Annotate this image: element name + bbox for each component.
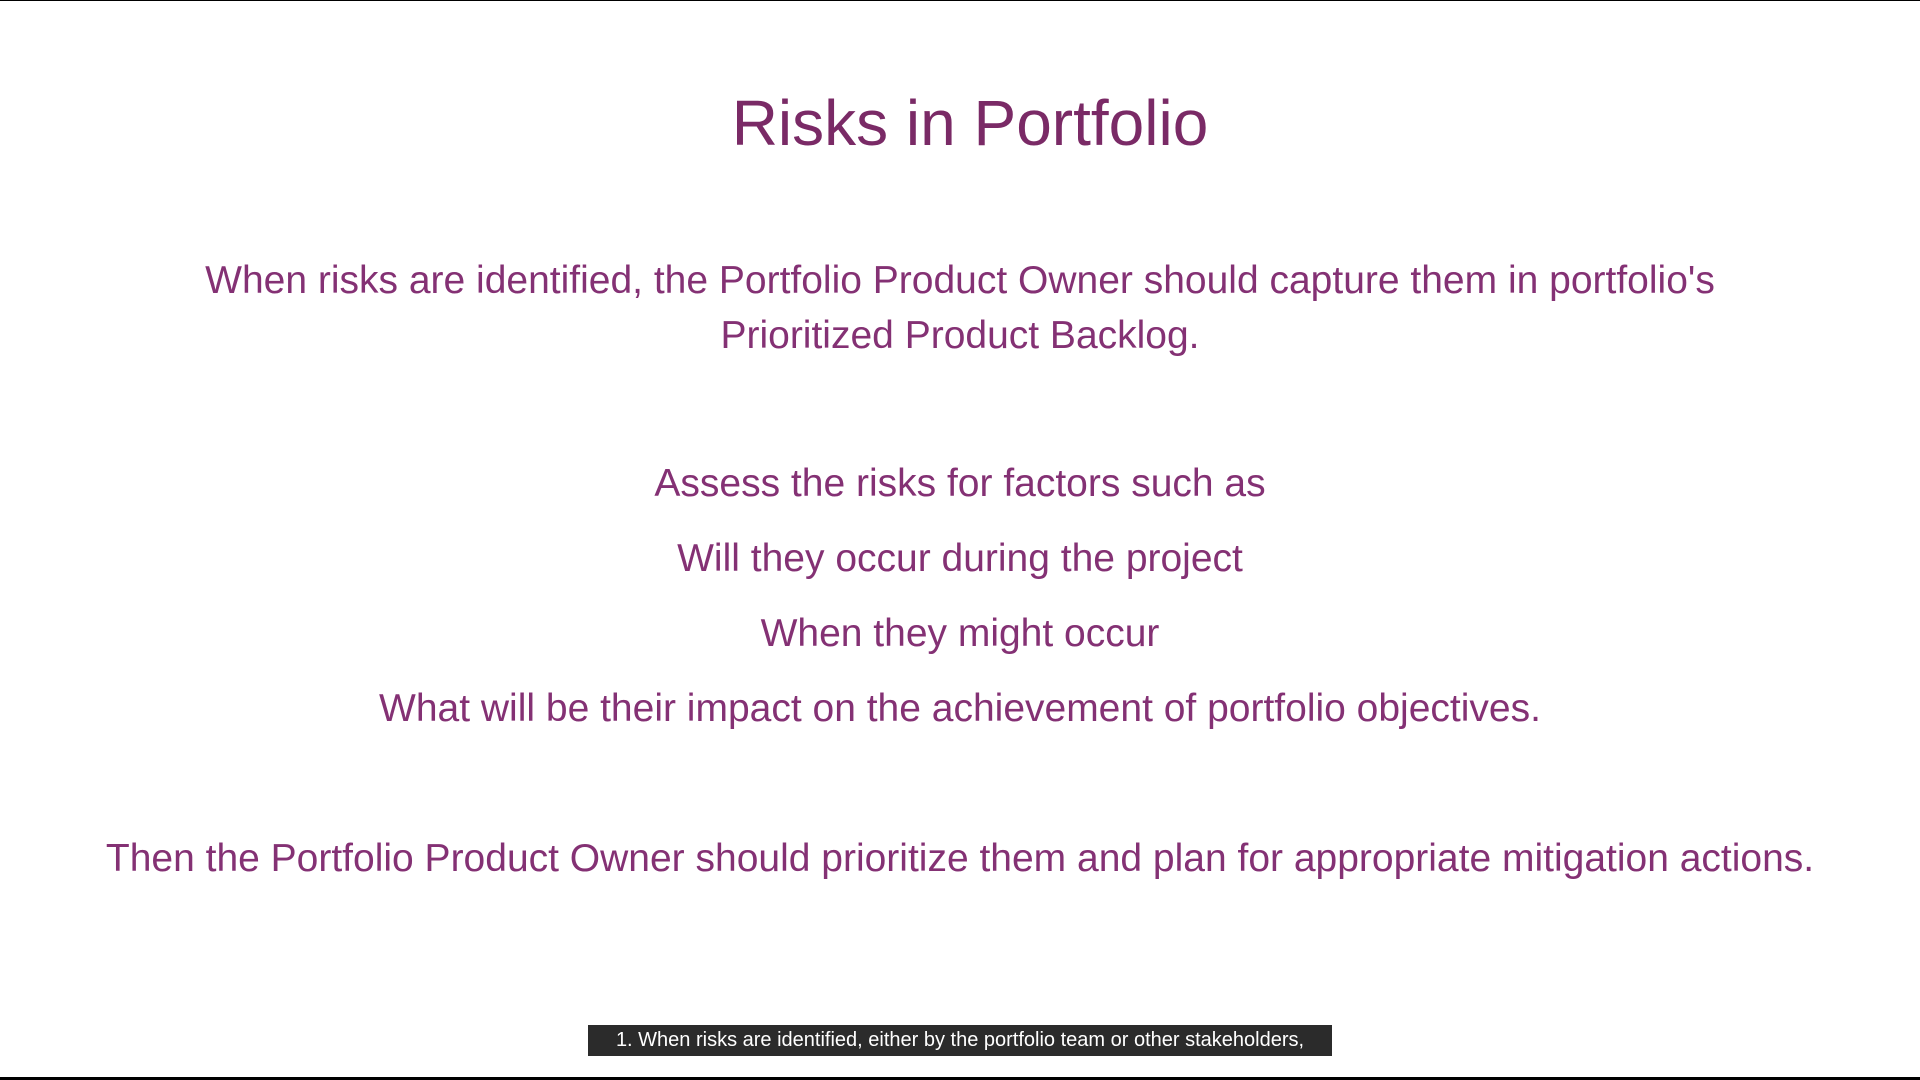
slide-title: Risks in Portfolio — [731, 87, 1209, 159]
factor-timing: When they might occur — [760, 612, 1160, 655]
risk-capture-paragraph: When risks are identified, the Portfolio… — [205, 259, 1715, 357]
assess-heading: Assess the risks for factors such as — [654, 462, 1266, 505]
mitigation-paragraph: Then the Portfolio Product Owner should … — [105, 837, 1815, 880]
subtitle-caption: 1. When risks are identified, either by … — [588, 1025, 1332, 1056]
factor-impact: What will be their impact on the achieve… — [379, 687, 1541, 730]
factor-occurrence: Will they occur during the project — [677, 537, 1243, 580]
